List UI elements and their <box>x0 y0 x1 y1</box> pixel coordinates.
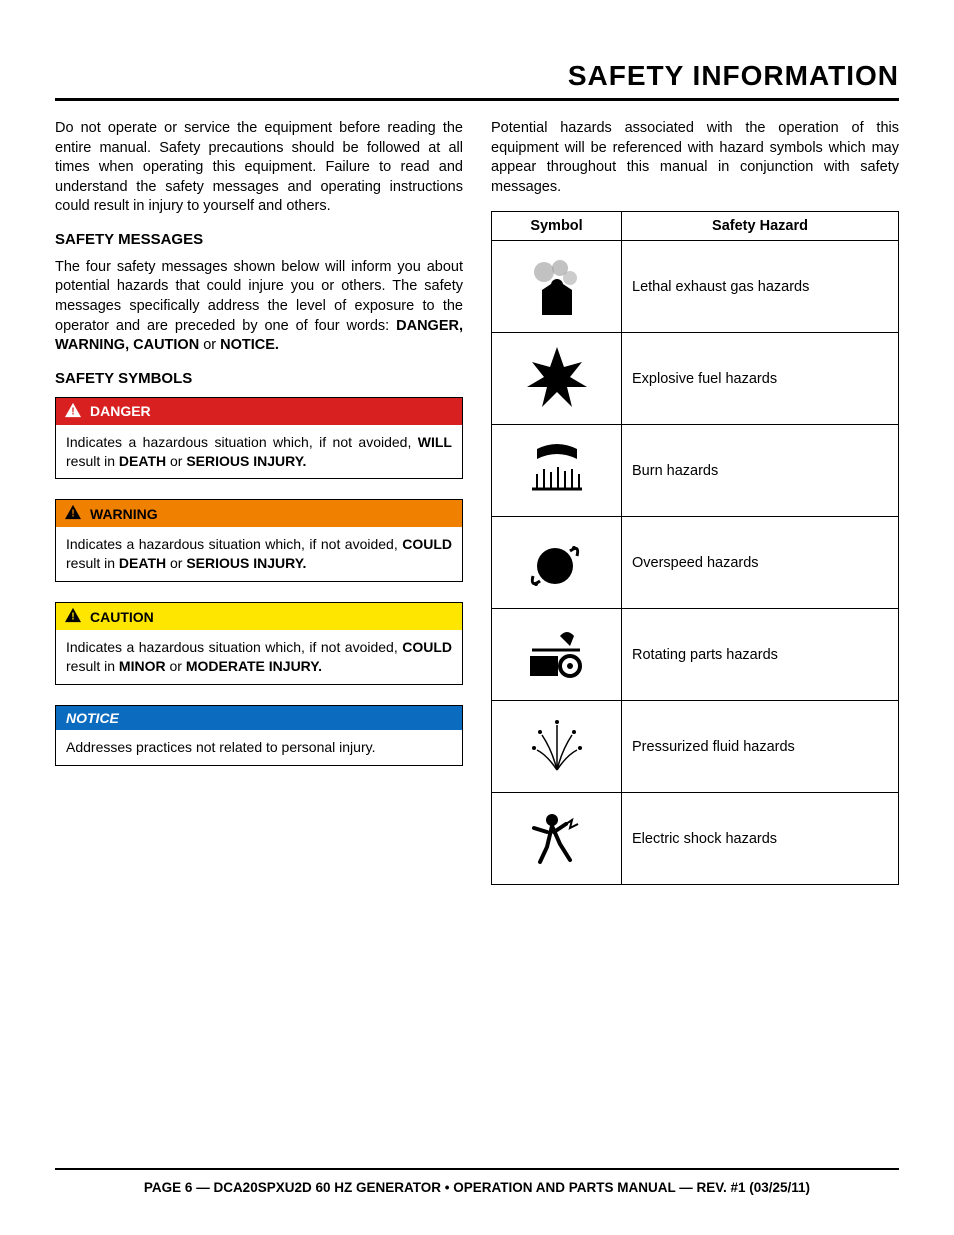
danger-b: WILL <box>418 434 452 450</box>
hazard-label: Electric shock hazards <box>622 793 899 885</box>
safety-symbols-heading: SAFETY SYMBOLS <box>55 370 463 387</box>
safety-messages-heading: SAFETY MESSAGES <box>55 231 463 248</box>
caution-a: Indicates a hazardous situation which, i… <box>66 639 402 655</box>
danger-header: ! DANGER <box>56 398 462 425</box>
danger-a: Indicates a hazardous situation which, i… <box>66 434 418 450</box>
alert-triangle-icon: ! <box>64 607 82 626</box>
caution-body: Indicates a hazardous situation which, i… <box>56 630 462 684</box>
page-footer: PAGE 6 — DCA20SPXU2D 60 HZ GENERATOR • O… <box>55 1168 899 1195</box>
page-title: SAFETY INFORMATION <box>55 60 899 101</box>
sm-text-d: NOTICE. <box>220 337 279 353</box>
notice-box: NOTICE Addresses practices not related t… <box>55 705 463 766</box>
warning-box: ! WARNING Indicates a hazardous situatio… <box>55 499 463 582</box>
warning-d: DEATH <box>119 555 166 571</box>
col-hazard: Safety Hazard <box>622 212 899 241</box>
warning-f: SERIOUS INJURY. <box>186 555 306 571</box>
hazard-symbol-burn-icon <box>492 425 622 517</box>
left-column: Do not operate or service the equipment … <box>55 119 463 885</box>
danger-body: Indicates a hazardous situation which, i… <box>56 425 462 479</box>
caution-c: result in <box>66 658 119 674</box>
hazard-label: Rotating parts hazards <box>622 609 899 701</box>
hazard-symbol-overspeed-icon <box>492 517 622 609</box>
table-row: Overspeed hazards <box>492 517 899 609</box>
hazard-label: Lethal exhaust gas hazards <box>622 241 899 333</box>
hazard-label: Burn hazards <box>622 425 899 517</box>
notice-label: NOTICE <box>66 710 119 726</box>
danger-f: SERIOUS INJURY. <box>186 453 306 469</box>
danger-d: DEATH <box>119 453 166 469</box>
caution-box: ! CAUTION Indicates a hazardous situatio… <box>55 602 463 685</box>
hazard-table: Symbol Safety Hazard Lethal exhaust gas … <box>491 211 899 885</box>
caution-d: MINOR <box>119 658 166 674</box>
intro-right: Potential hazards associated with the op… <box>491 119 899 197</box>
hazard-label: Pressurized fluid hazards <box>622 701 899 793</box>
svg-text:!: ! <box>71 406 74 417</box>
table-row: Burn hazards <box>492 425 899 517</box>
hazard-symbol-exhaust-icon <box>492 241 622 333</box>
content-columns: Do not operate or service the equipment … <box>55 119 899 885</box>
right-column: Potential hazards associated with the op… <box>491 119 899 885</box>
warning-c: result in <box>66 555 119 571</box>
table-row: Pressurized fluid hazards <box>492 701 899 793</box>
danger-c: result in <box>66 453 119 469</box>
caution-e: or <box>166 658 186 674</box>
danger-box: ! DANGER Indicates a hazardous situation… <box>55 397 463 480</box>
hazard-symbol-explosion-icon <box>492 333 622 425</box>
caution-header: ! CAUTION <box>56 603 462 630</box>
caution-b: COULD <box>402 639 452 655</box>
table-row: Rotating parts hazards <box>492 609 899 701</box>
warning-e: or <box>166 555 186 571</box>
hazard-label: Explosive fuel hazards <box>622 333 899 425</box>
svg-text:!: ! <box>71 509 74 520</box>
alert-triangle-icon: ! <box>64 402 82 421</box>
table-row: Lethal exhaust gas hazards <box>492 241 899 333</box>
hazard-symbol-pressurized-icon <box>492 701 622 793</box>
warning-body: Indicates a hazardous situation which, i… <box>56 527 462 581</box>
table-row: Electric shock hazards <box>492 793 899 885</box>
notice-body: Addresses practices not related to perso… <box>56 730 462 765</box>
hazard-symbol-rotating-icon <box>492 609 622 701</box>
warning-label: WARNING <box>90 506 158 522</box>
hazard-symbol-shock-icon <box>492 793 622 885</box>
safety-messages-text: The four safety messages shown below wil… <box>55 258 463 356</box>
sm-text-c: or <box>199 337 220 353</box>
table-row: Explosive fuel hazards <box>492 333 899 425</box>
alert-triangle-icon: ! <box>64 504 82 523</box>
caution-label: CAUTION <box>90 609 154 625</box>
table-header-row: Symbol Safety Hazard <box>492 212 899 241</box>
notice-header: NOTICE <box>56 706 462 730</box>
warning-a: Indicates a hazardous situation which, i… <box>66 536 402 552</box>
warning-b: COULD <box>402 536 452 552</box>
hazard-label: Overspeed hazards <box>622 517 899 609</box>
warning-header: ! WARNING <box>56 500 462 527</box>
caution-f: MODERATE INJURY. <box>186 658 322 674</box>
svg-text:!: ! <box>71 612 74 623</box>
intro-left: Do not operate or service the equipment … <box>55 119 463 217</box>
danger-label: DANGER <box>90 403 151 419</box>
col-symbol: Symbol <box>492 212 622 241</box>
danger-e: or <box>166 453 186 469</box>
